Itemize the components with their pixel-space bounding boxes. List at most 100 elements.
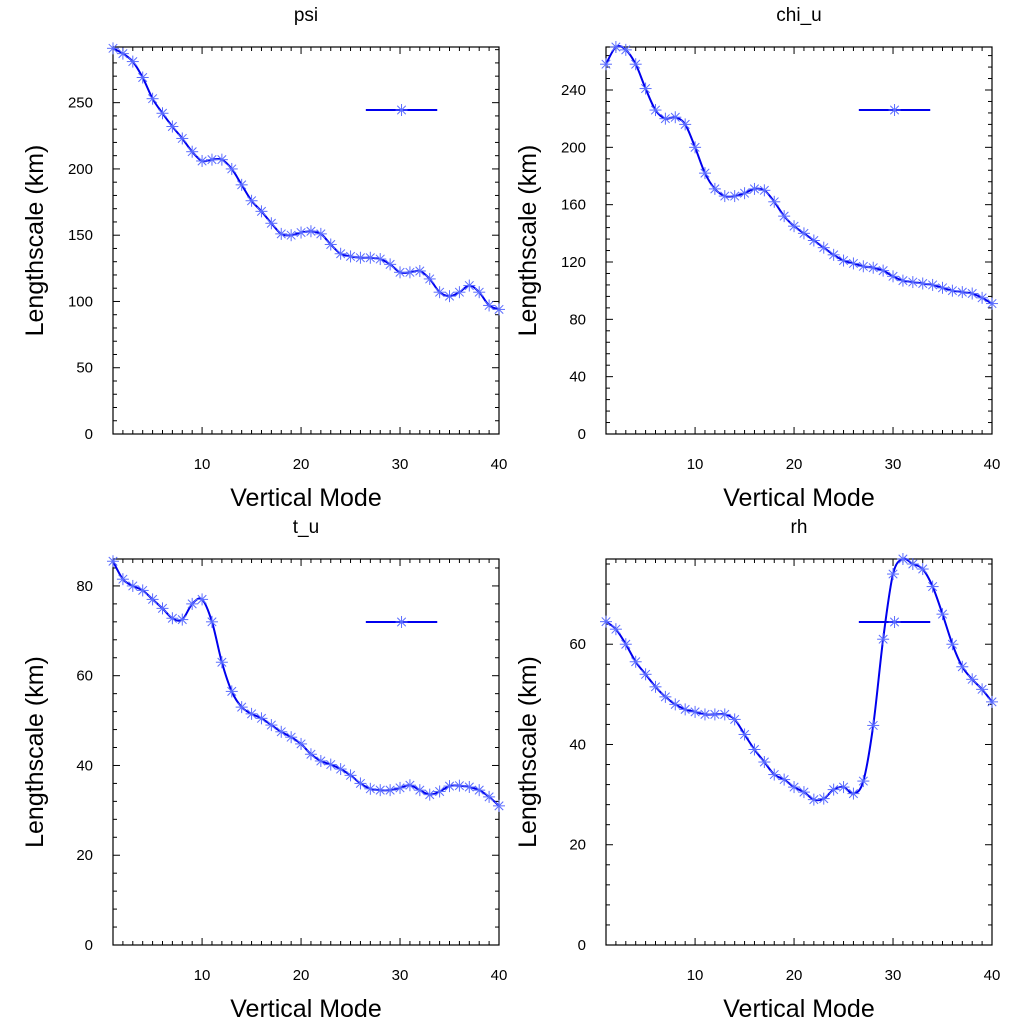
legend-marker: [395, 104, 408, 116]
data-point-marker: [837, 254, 850, 267]
data-point-marker: [827, 783, 840, 796]
data-point-marker: [778, 210, 791, 223]
x-tick-label: 10: [687, 967, 704, 984]
y-tick-label: 0: [578, 937, 586, 954]
y-tick-label: 0: [85, 937, 93, 954]
data-point-marker: [649, 680, 662, 693]
series-line: [605, 557, 993, 802]
data-point-marker: [619, 43, 632, 56]
data-point-marker: [295, 737, 308, 750]
chart-panel-t-u: t_u 10 20 30 40 0 20 40 60 80 Vertical Mode Lengths…: [21, 517, 507, 1023]
data-point-marker: [364, 782, 377, 795]
data-point-marker: [728, 190, 741, 203]
data-point-marker: [689, 705, 702, 718]
data-point-marker: [304, 748, 317, 761]
data-point-marker: [629, 655, 642, 668]
data-point-marker: [176, 132, 189, 145]
data-point-marker: [906, 558, 919, 571]
plot-frame: [605, 558, 993, 946]
chart-title: psi: [294, 5, 318, 26]
x-tick-label: 30: [885, 967, 902, 984]
data-point-marker: [314, 754, 327, 767]
y-tick-label: 20: [76, 847, 93, 864]
x-tick-label: 30: [885, 456, 902, 473]
data-point-marker: [344, 250, 357, 263]
legend-marker: [888, 616, 901, 628]
y-tick-label: 160: [561, 197, 586, 214]
data-point-marker: [698, 167, 711, 180]
data-point-marker: [926, 278, 939, 291]
data-point-marker: [906, 276, 919, 289]
data-point-marker: [285, 229, 298, 242]
y-axis-label: Lengthscale (km): [21, 145, 49, 337]
data-point-marker: [946, 638, 959, 651]
y-tick-label: 250: [68, 95, 93, 112]
data-point-marker: [788, 220, 801, 233]
data-point-marker: [334, 763, 347, 776]
data-point-marker: [176, 613, 189, 626]
data-point-marker: [107, 555, 119, 568]
data-point-marker: [758, 184, 771, 197]
y-tick-label: 40: [569, 369, 586, 386]
chart-title: rh: [791, 517, 808, 538]
data-point-marker: [235, 178, 248, 191]
data-point-marker: [639, 82, 652, 95]
legend: [365, 616, 438, 628]
data-point-marker: [433, 286, 446, 299]
legend-marker: [888, 104, 901, 116]
data-point-marker: [285, 731, 298, 744]
data-point-marker: [225, 685, 238, 698]
data-point-marker: [166, 120, 179, 133]
data-point-marker: [374, 253, 387, 266]
data-point-marker: [797, 227, 810, 240]
data-point-marker: [946, 284, 959, 297]
data-point-marker: [738, 187, 751, 200]
x-tick-label: 10: [194, 456, 211, 473]
data-point-marker: [768, 768, 781, 781]
data-point-marker: [788, 781, 801, 794]
data-point-marker: [807, 234, 820, 247]
data-point-marker: [867, 261, 880, 274]
data-point-marker: [255, 205, 268, 218]
data-point-marker: [698, 708, 711, 721]
data-point-marker: [205, 615, 218, 628]
data-point-marker: [295, 226, 308, 239]
data-point-marker: [887, 568, 900, 581]
y-tick-label: 200: [561, 139, 586, 156]
data-point-marker: [364, 251, 377, 264]
data-point-marker: [758, 756, 771, 769]
data-point-marker: [275, 227, 288, 240]
data-point-marker: [107, 42, 119, 55]
data-point-marker: [956, 660, 969, 673]
data-point-marker: [679, 703, 692, 716]
x-axis-label: Vertical Mode: [230, 484, 381, 512]
data-point-marker: [936, 608, 949, 621]
data-point-marker: [718, 708, 731, 721]
data-point-marker: [403, 266, 416, 279]
data-point-marker: [827, 248, 840, 261]
data-point-marker: [136, 71, 149, 84]
legend: [858, 104, 931, 116]
data-point-marker: [354, 251, 367, 264]
data-point-marker: [639, 668, 652, 681]
data-point-marker: [245, 194, 258, 207]
data-point-marker: [817, 241, 830, 254]
y-tick-label: 80: [76, 578, 93, 595]
x-tick-label: 10: [194, 967, 211, 984]
x-axis-label: Vertical Mode: [230, 995, 381, 1023]
data-point-marker: [126, 55, 139, 68]
data-point-marker: [708, 182, 721, 195]
y-tick-label: 20: [569, 837, 586, 854]
y-tick-label: 80: [569, 311, 586, 328]
data-point-marker: [245, 707, 258, 720]
y-tick-label: 0: [85, 426, 93, 443]
x-tick-label: 30: [392, 967, 409, 984]
chart-title: t_u: [293, 517, 319, 538]
y-axis-label: Lengthscale (km): [514, 656, 542, 848]
data-point-marker: [689, 141, 702, 154]
data-point-marker: [156, 107, 169, 120]
data-point-marker: [196, 593, 209, 606]
x-tick-label: 30: [392, 456, 409, 473]
data-point-marker: [847, 257, 860, 270]
y-tick-label: 240: [561, 82, 586, 99]
